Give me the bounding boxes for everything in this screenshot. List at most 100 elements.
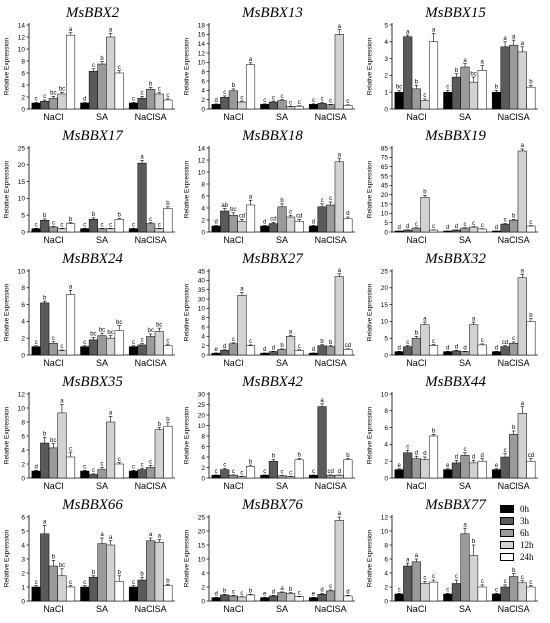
significance-letter: cd [296,214,302,220]
y-tick-label: 5 [384,22,388,29]
y-tick-label: 6 [21,433,25,440]
bar [220,469,230,479]
y-tick-label: 0 [21,229,25,236]
x-category-label: NaCl [223,112,243,122]
bar [31,102,41,110]
bar [114,463,124,479]
significance-letter: d [397,346,400,352]
bar [317,206,327,233]
bar [57,350,67,356]
bar [411,88,421,110]
bar [500,46,510,110]
significance-letter: d [455,455,458,461]
bar [509,219,519,233]
bar [163,99,173,110]
y-tick-label: 6 [201,78,205,85]
bar [48,97,58,110]
bar [317,103,327,110]
bar [31,228,41,233]
bar [451,229,461,233]
legend-label: 24h [520,552,534,562]
significance-letter: c [240,471,243,477]
significance-letter: b [495,85,499,91]
bar [228,343,238,356]
significance-letter: bc [99,327,105,333]
bar [394,593,404,602]
significance-letter: d [312,220,315,226]
significance-letter: d [214,98,217,104]
bar [517,150,527,233]
bar [469,462,479,479]
significance-letter: bc [50,91,56,97]
significance-letter: b [92,212,96,218]
significance-letter: a [69,285,73,291]
significance-letter: c [263,469,266,475]
y-tick-label: 10 [198,423,206,430]
y-tick-label: 14 [198,41,206,48]
y-tick-label: 0 [201,475,205,482]
significance-letter: c [289,100,292,106]
significance-letter: b [43,213,47,219]
significance-letter: c [232,469,235,475]
significance-letter: bc [470,71,476,77]
significance-letter: bc [230,207,236,213]
y-tick-label: 10 [198,306,206,313]
significance-letter: c [132,580,135,586]
bar [343,459,353,479]
bar [277,349,287,356]
y-tick-label: 6 [201,193,205,200]
bar [403,346,413,356]
x-category-label: NaClSA [135,235,167,245]
chart-title: MsBBX76 [242,497,303,513]
bar [65,586,76,602]
bar [294,105,304,110]
x-category-label: NaCl [43,235,63,245]
bar [268,460,278,479]
significance-letter: bc [90,332,96,338]
bar [428,435,439,479]
bar [277,592,287,602]
bar [88,576,98,602]
chart-title: MsBBX24 [62,251,123,267]
significance-letter: c [446,588,449,594]
y-tick-label: 8 [201,181,205,188]
y-tick-label: 0 [384,229,388,236]
bar [294,459,304,479]
x-category-label: NaClSA [315,235,347,245]
bar [88,70,98,110]
significance-letter: c [232,337,235,343]
significance-letter: a [109,535,113,541]
bar [477,586,487,602]
bar [451,583,461,602]
chart-title: MsBBX19 [425,128,486,144]
bar [491,351,502,356]
chart-panel: MsBBX77 Relative Expression 0 2 4 6 8 10 12 c a a c c… [367,497,543,619]
significance-letter: c [109,223,112,229]
significance-letter: c [92,468,95,474]
significance-letter: b [118,570,122,576]
y-tick-label: 20 [381,285,389,292]
y-tick-label: 10 [198,556,206,563]
y-tick-label: 16 [198,32,206,39]
significance-letter: a [521,41,525,47]
y-tick-label: 5 [384,220,388,227]
bar [146,223,156,233]
bar [268,351,278,356]
bar [500,223,510,233]
significance-letter: bc [59,563,65,569]
chart-title: MsBBX17 [62,128,123,144]
significance-letter: c [329,584,332,590]
significance-letter: c [52,220,55,226]
bar [65,223,76,233]
y-tick-label: 4 [201,454,205,461]
bar [228,90,238,110]
significance-letter: e [263,592,267,598]
significance-letter: c [215,469,218,475]
significance-letter: bc [50,438,56,444]
chart-panel: MsBBX76 Relative Expression 0 2 4 10 15 20 25 d b c… [184,497,360,619]
bar [211,597,221,602]
